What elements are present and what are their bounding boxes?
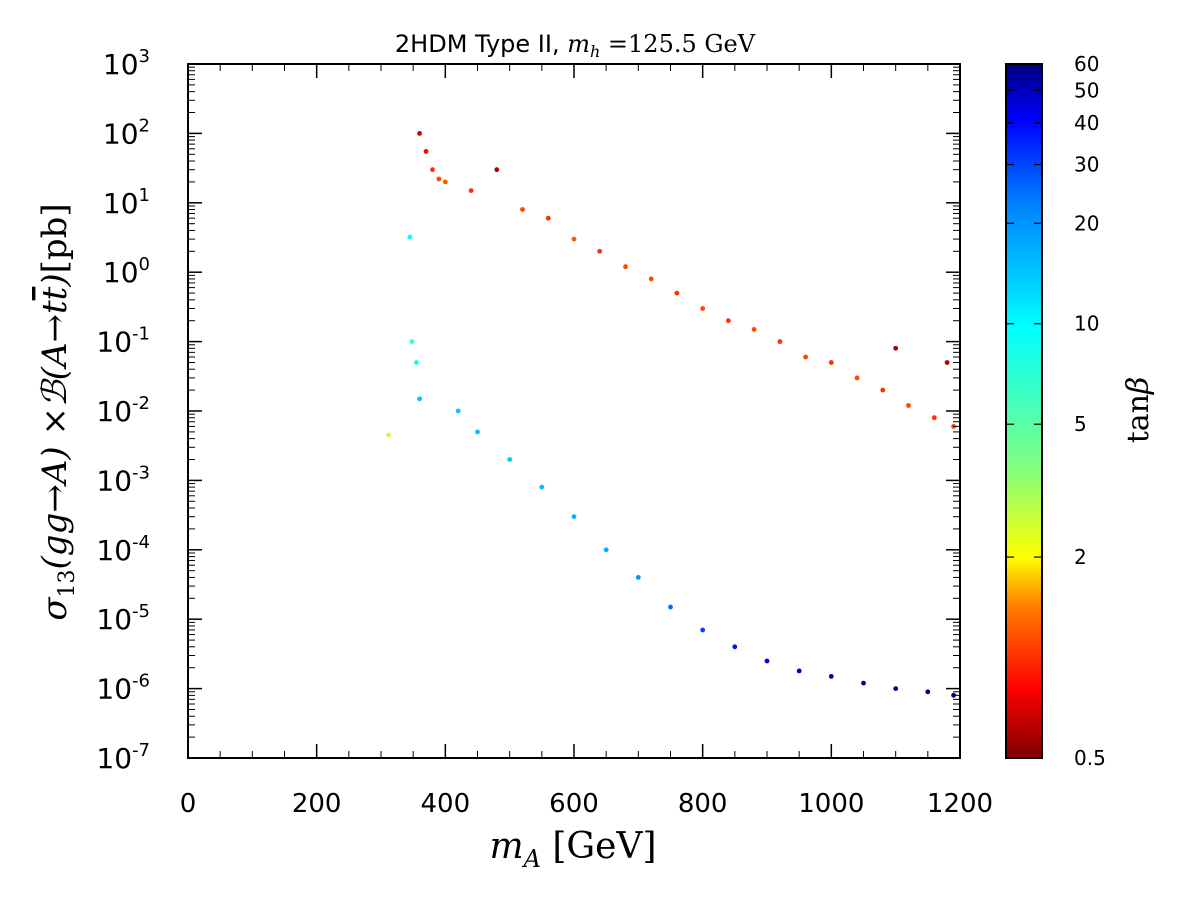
data-point: [893, 686, 899, 691]
data-point: [520, 207, 525, 212]
data-point: [854, 375, 860, 381]
data-point: [700, 306, 706, 311]
x-tick-label: 400: [421, 789, 471, 819]
data-point: [603, 547, 609, 553]
data-point: [571, 236, 577, 242]
data-point: [764, 658, 770, 664]
y-tick-label: 10-6: [96, 671, 150, 706]
chart-title: 2HDM Type II, mh =125.5 GeV: [395, 30, 756, 61]
colorbar-tick-label: 50: [1074, 78, 1099, 102]
colorbar-tick-label: 60: [1074, 52, 1099, 76]
colorbar-tick-label: 10: [1074, 312, 1099, 336]
data-point: [732, 644, 738, 650]
data-point: [475, 429, 480, 435]
data-point: [414, 360, 419, 365]
data-point: [409, 339, 415, 344]
data-point: [507, 457, 513, 462]
data-point: [726, 318, 731, 324]
y-tick-label: 10-5: [96, 601, 150, 636]
colorbar-label: tanβ: [1121, 377, 1156, 444]
data-point: [455, 408, 461, 414]
colorbar-tick-label: 30: [1074, 152, 1099, 176]
plot-frame: [187, 63, 961, 759]
x-tick-label: 1200: [927, 789, 993, 819]
colorbar-tick-label: 40: [1074, 111, 1099, 135]
data-point: [417, 131, 422, 136]
data-point: [931, 415, 937, 421]
x-tick-label: 800: [678, 789, 728, 819]
data-point: [494, 167, 500, 173]
data-point: [700, 627, 706, 633]
colorbar-tick-label: 20: [1074, 211, 1099, 235]
data-point: [751, 327, 757, 332]
x-tick-label: 0: [180, 789, 197, 819]
x-tick-label: 600: [549, 789, 599, 819]
data-point: [539, 484, 545, 490]
data-point: [893, 345, 899, 351]
data-point: [623, 264, 628, 270]
x-axis-label: mA [GeV]: [489, 826, 656, 873]
data-point: [796, 668, 802, 674]
data-point: [828, 360, 834, 365]
y-axis-label: σ13(gg→A) ×ℬ(A→tt)[pb]: [35, 203, 80, 620]
y-tick-label: 10-3: [96, 462, 150, 497]
colorbar: [1005, 63, 1043, 759]
data-point: [442, 179, 448, 185]
y-tick-label: 100: [103, 254, 150, 289]
data-point: [468, 188, 474, 194]
y-tick-label: 103: [103, 46, 150, 81]
data-point: [925, 689, 931, 695]
data-point: [828, 674, 834, 679]
data-point: [635, 575, 641, 580]
data-point: [571, 514, 577, 520]
data-point: [861, 680, 866, 686]
y-tick-label: 10-4: [96, 532, 150, 567]
y-tick-label: 102: [103, 115, 150, 150]
y-axis: 10-7 10-6 10-5 10-4 10-3 10-2 10-1 100 101 102 103: [96, 46, 960, 775]
data-point: [407, 234, 413, 240]
data-point: [906, 403, 911, 408]
data-point: [668, 604, 673, 610]
x-axis: 0 200 400 600 800 1000 1200: [180, 64, 993, 819]
y-tick-label: 101: [103, 185, 150, 220]
colorbar-tick-label: 5: [1074, 412, 1087, 436]
data-point: [597, 248, 603, 254]
y-tick-label: 10-1: [96, 324, 150, 359]
data-point: [880, 387, 886, 393]
y-tick-label: 10-7: [96, 740, 150, 775]
data-point: [648, 276, 654, 282]
colorbar-tick-label: 0.5: [1074, 746, 1106, 770]
y-tick-label: 10-2: [96, 393, 150, 428]
data-point: [417, 396, 422, 402]
data-point: [386, 432, 392, 438]
x-tick-label: 1000: [798, 789, 864, 819]
data-point: [674, 290, 680, 296]
data-point: [430, 167, 435, 173]
data-point: [803, 354, 808, 360]
data-point: [777, 339, 783, 344]
data-point: [545, 215, 551, 221]
x-tick-label: 200: [292, 789, 342, 819]
data-point: [436, 176, 442, 182]
data-point: [423, 149, 429, 154]
data-point: [944, 360, 950, 365]
colorbar-tick-label: 2: [1074, 545, 1087, 569]
scatter-points: [386, 131, 956, 698]
